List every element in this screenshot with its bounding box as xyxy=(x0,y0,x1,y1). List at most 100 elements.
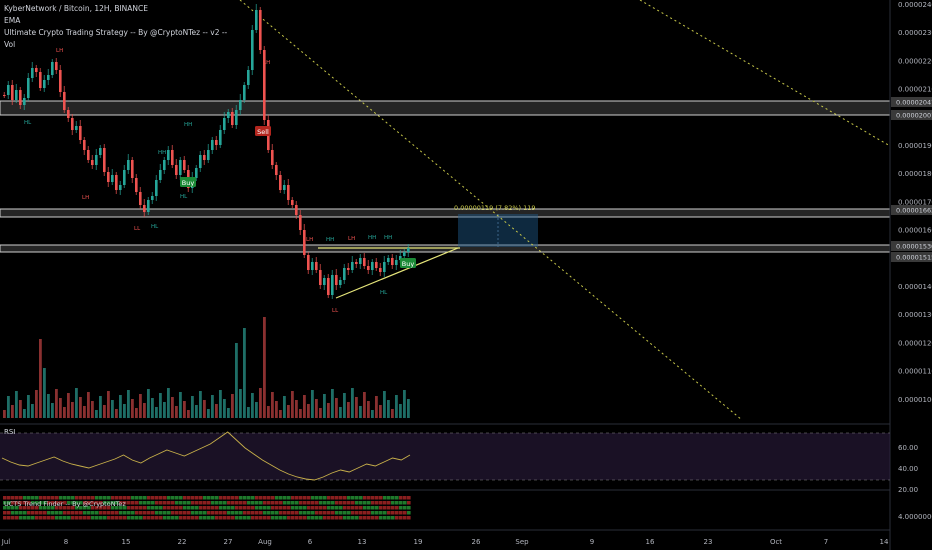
trend-finder-cell xyxy=(403,496,407,500)
trend-finder-cell xyxy=(71,496,75,500)
candle-body xyxy=(203,155,206,160)
sell-signal[interactable]: Sell xyxy=(255,126,271,136)
trend-finder-cell xyxy=(227,496,231,500)
trend-finder-cell xyxy=(291,496,295,500)
trend-finder-cell xyxy=(23,501,27,505)
svg-text:LH: LH xyxy=(306,237,313,243)
volume-bar xyxy=(91,401,94,418)
trend-finder-cell xyxy=(187,496,191,500)
trend-finder-cell xyxy=(159,501,163,505)
rsi-band xyxy=(0,433,890,480)
buy-signal-2[interactable]: Buy xyxy=(400,258,416,268)
trend-finder-cell xyxy=(311,496,315,500)
downtrend-line-left[interactable] xyxy=(239,0,743,421)
trend-finder-cell xyxy=(263,501,267,505)
volume-bar xyxy=(343,393,346,418)
svg-text:0.00002001: 0.00002001 xyxy=(896,112,932,120)
trend-finder-cell xyxy=(71,516,75,520)
volume-bar xyxy=(7,396,10,418)
volume-bar xyxy=(243,328,246,418)
trend-finder-cell xyxy=(7,506,11,510)
trend-finder-cell xyxy=(11,511,15,515)
trend-finder-cell xyxy=(191,506,195,510)
trend-finder-cell xyxy=(143,506,147,510)
candle-body xyxy=(19,90,22,105)
trend-finder-cell xyxy=(335,501,339,505)
trend-finder-cell xyxy=(227,516,231,520)
trend-finder-cell xyxy=(183,506,187,510)
candle-body xyxy=(207,150,210,160)
trend-finder-cell xyxy=(255,506,259,510)
rsi-label: RSI xyxy=(4,428,15,436)
trend-finder-cell xyxy=(331,506,335,510)
trend-finder-cell xyxy=(299,501,303,505)
price-axis-label: 0.00001600 xyxy=(898,227,932,235)
trend-finder-cell xyxy=(239,511,243,515)
trend-finder-cell xyxy=(259,496,263,500)
volume-bar xyxy=(219,390,222,418)
volume-bar xyxy=(283,396,286,418)
volume-bar xyxy=(311,390,314,418)
volume-bar xyxy=(347,402,350,418)
trend-finder-cell xyxy=(231,511,235,515)
trend-finder-cell xyxy=(171,511,175,515)
trend-finder-cell xyxy=(139,511,143,515)
volume-bar xyxy=(107,391,110,418)
svg-text:Buy: Buy xyxy=(182,179,195,187)
candle-body xyxy=(399,256,402,260)
triangle-bottom[interactable] xyxy=(335,247,459,299)
volume-bar xyxy=(235,343,238,418)
trend-finder-cell xyxy=(231,506,235,510)
trend-finder-cell xyxy=(403,511,407,515)
trend-finder-bars xyxy=(3,496,411,520)
rsi-tick-20: 20.00 xyxy=(898,486,918,494)
trend-finder-cell xyxy=(43,516,47,520)
trend-finder-cell xyxy=(111,506,115,510)
trend-finder-cell xyxy=(35,496,39,500)
price-axis[interactable]: 0.00002400 0.00002300 0.00002200 0.00002100… xyxy=(891,1,932,404)
trend-finder-cell xyxy=(343,501,347,505)
legend-strategy[interactable]: Ultimate Crypto Trading Strategy -- By @… xyxy=(4,28,228,37)
trend-finder-cell xyxy=(31,496,35,500)
trend-finder-cell xyxy=(263,516,267,520)
trend-finder-cell xyxy=(343,511,347,515)
volume-bar xyxy=(59,398,62,418)
legend-title[interactable]: KyberNetwork / Bitcoin, 12H, BINANCE xyxy=(4,4,149,13)
trend-finder-cell xyxy=(279,511,283,515)
legend-vol[interactable]: Vol xyxy=(4,40,16,49)
candle-body xyxy=(39,72,42,88)
trend-finder-cell xyxy=(303,511,307,515)
trend-finder-cell xyxy=(399,496,403,500)
trend-finder-cell xyxy=(307,506,311,510)
trend-finder-cell xyxy=(299,496,303,500)
downtrend-line-right[interactable] xyxy=(639,0,891,147)
trend-finder-cell xyxy=(219,506,223,510)
candle-body xyxy=(391,258,394,265)
trend-finder-cell xyxy=(363,506,367,510)
trend-finder-cell xyxy=(95,516,99,520)
price-axis-label: 0.00001300 xyxy=(898,311,932,319)
candle-body xyxy=(375,262,378,268)
trend-finder-cell xyxy=(395,506,399,510)
volume-bar xyxy=(147,389,150,418)
trend-finder-cell xyxy=(63,506,67,510)
candle-body xyxy=(59,70,62,92)
trend-finder-cell xyxy=(339,501,343,505)
trend-finder-cell xyxy=(327,501,331,505)
candle-body xyxy=(327,278,330,295)
trend-finder-cell xyxy=(207,496,211,500)
trend-finder-cell xyxy=(215,501,219,505)
trend-finder-cell xyxy=(343,516,347,520)
trend-finder-cell xyxy=(31,501,35,505)
time-axis-label: 16 xyxy=(646,538,655,546)
candle-body xyxy=(7,85,10,95)
volume-bar xyxy=(331,389,334,418)
legend-ema[interactable]: EMA xyxy=(4,16,21,25)
volume-bar xyxy=(139,394,142,418)
candle-body xyxy=(383,262,386,272)
buy-signal-1[interactable]: Buy xyxy=(180,177,196,187)
time-axis[interactable]: Jul 8 15 22 27 Aug 6 13 19 26 Sep 9 16 23 Oct 7 14 xyxy=(1,538,889,546)
trend-finder-cell xyxy=(3,516,7,520)
trend-finder-cell xyxy=(3,496,7,500)
